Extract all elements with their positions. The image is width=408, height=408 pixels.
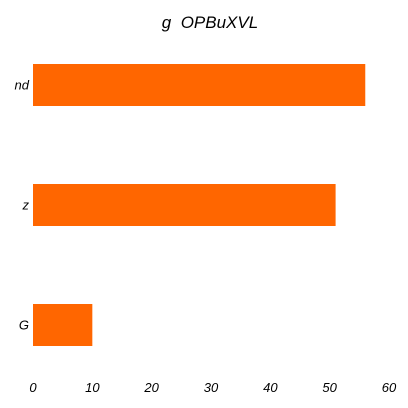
x-tick-label-0: 0 <box>29 380 37 395</box>
y-tick-label-z: z <box>22 198 30 213</box>
bars-layer <box>33 64 366 346</box>
y-tick-label-nd: nd <box>15 78 30 93</box>
x-tick-label-20: 20 <box>143 380 159 395</box>
x-tick-labels: 0 10 20 30 40 50 60 <box>29 380 397 395</box>
bar-z <box>33 184 336 226</box>
y-tick-labels: nd z G <box>15 78 30 333</box>
x-tick-label-30: 30 <box>204 380 219 395</box>
bar-nd <box>33 64 366 106</box>
bar-G <box>33 304 93 346</box>
x-tick-label-50: 50 <box>322 380 337 395</box>
y-tick-label-G: G <box>19 318 29 333</box>
x-tick-label-10: 10 <box>85 380 100 395</box>
x-tick-label-60: 60 <box>382 380 397 395</box>
x-tick-label-40: 40 <box>263 380 278 395</box>
chart-title: g OPBuXVL <box>162 13 258 32</box>
